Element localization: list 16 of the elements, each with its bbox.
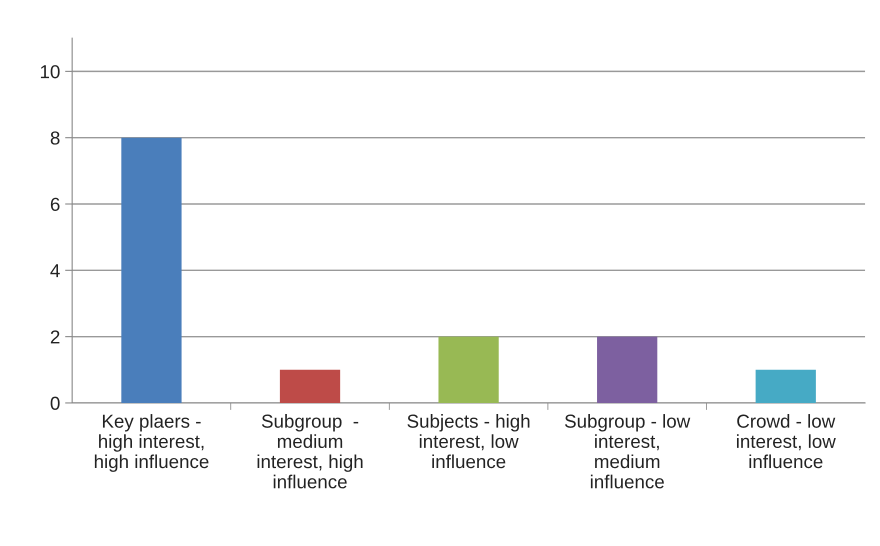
- x-tick-label: Subjects - high interest, low influence: [407, 414, 530, 468]
- bar: [280, 370, 340, 403]
- bar: [438, 336, 499, 403]
- y-tick-label: 6: [50, 198, 60, 211]
- y-tick-label: 10: [40, 65, 60, 78]
- y-tick-label: 4: [50, 264, 60, 278]
- bar: [597, 336, 658, 403]
- x-tick-label: Key plaers - high interest, high influence: [94, 414, 208, 472]
- bar: [121, 138, 182, 403]
- y-tick-label: 2: [50, 330, 60, 344]
- y-tick-label: 8: [50, 131, 60, 145]
- x-tick-label: Subgroup - medium interest, high influence: [258, 414, 362, 488]
- x-tick-label: Crowd - low interest, low influence: [736, 414, 836, 468]
- bar: [756, 370, 816, 403]
- x-tick-label: Subgroup - low interest, medium influence: [564, 414, 690, 488]
- y-tick-label: 0: [50, 396, 60, 410]
